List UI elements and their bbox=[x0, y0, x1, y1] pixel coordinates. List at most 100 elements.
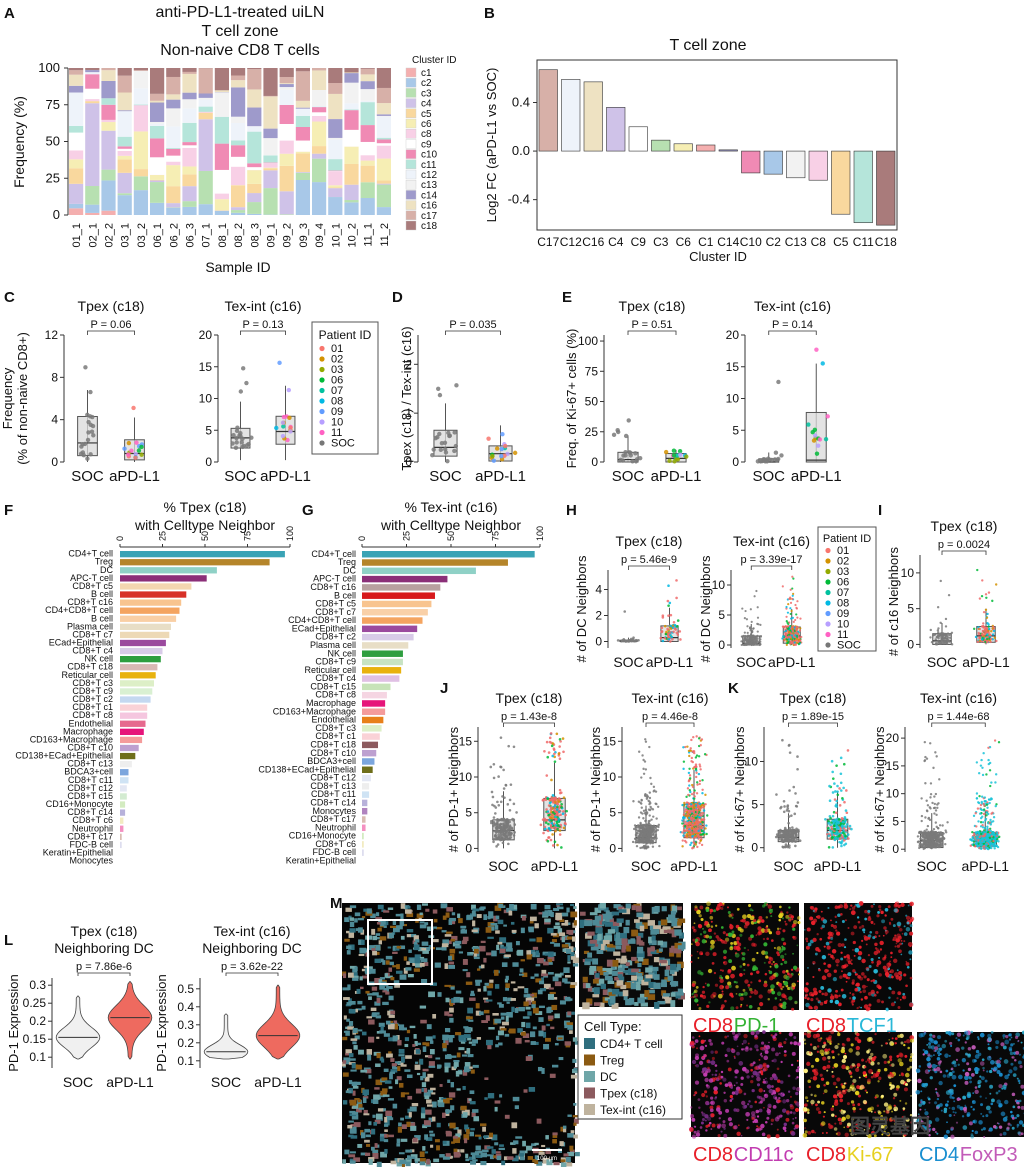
data-point bbox=[647, 822, 650, 825]
y-tick-label: 0 bbox=[718, 638, 725, 652]
bar-segment-c17 bbox=[198, 68, 213, 94]
x-tick-label: C17 bbox=[537, 235, 559, 249]
data-point bbox=[976, 640, 980, 644]
data-point bbox=[691, 847, 694, 850]
x-tick-label-SOC: SOC bbox=[927, 654, 957, 670]
data-point bbox=[795, 829, 799, 832]
data-point bbox=[833, 782, 836, 785]
data-point bbox=[933, 802, 937, 806]
data-point bbox=[934, 638, 937, 641]
legend-dot-02 bbox=[825, 558, 831, 564]
bar-segment-c16 bbox=[247, 89, 262, 108]
bar-segment-c17 bbox=[117, 75, 132, 93]
legend-label-SOC: SOC bbox=[331, 438, 355, 450]
data-point bbox=[743, 617, 746, 620]
bar-CD8+T c13 bbox=[362, 783, 370, 790]
bar-segment-c17 bbox=[150, 93, 165, 101]
data-point bbox=[939, 579, 942, 583]
data-point bbox=[981, 826, 985, 829]
bar-segment-c10 bbox=[85, 74, 100, 89]
bar-B cell bbox=[120, 591, 187, 598]
data-point bbox=[792, 630, 795, 633]
data-point bbox=[757, 623, 760, 626]
data-point bbox=[544, 827, 547, 831]
category-label: CD8+T c18 bbox=[310, 739, 356, 749]
category-label: DC bbox=[100, 565, 113, 575]
bar-segment-c13 bbox=[214, 92, 229, 117]
legend-dot-08 bbox=[825, 600, 831, 606]
data-point bbox=[700, 814, 704, 817]
data-point bbox=[980, 847, 983, 850]
data-point bbox=[690, 760, 693, 763]
data-point bbox=[635, 831, 638, 835]
bar-segment-c11 bbox=[166, 147, 181, 149]
data-point bbox=[663, 449, 669, 455]
category-label: CD8+T c17 bbox=[67, 831, 113, 841]
legend-label-c10: c10 bbox=[421, 150, 438, 161]
data-point bbox=[499, 446, 504, 452]
data-point bbox=[623, 433, 629, 439]
panel-title: with Celltype Neighbor bbox=[380, 517, 521, 533]
data-point bbox=[827, 846, 831, 849]
data-point bbox=[495, 845, 498, 848]
p-value: P = 0.14 bbox=[772, 319, 813, 331]
data-point bbox=[795, 613, 798, 616]
bar-segment-c4 bbox=[312, 153, 327, 159]
data-point bbox=[843, 817, 847, 820]
data-point bbox=[752, 627, 755, 630]
data-point bbox=[929, 742, 932, 745]
data-point bbox=[796, 631, 799, 635]
data-point bbox=[684, 454, 689, 459]
data-point bbox=[547, 822, 550, 826]
data-point bbox=[701, 832, 705, 836]
data-point bbox=[800, 635, 803, 639]
bar-segment-c16 bbox=[117, 92, 132, 111]
data-point bbox=[941, 824, 944, 827]
data-point bbox=[978, 801, 981, 805]
data-point bbox=[699, 768, 702, 771]
legend-dot-07 bbox=[319, 387, 325, 394]
category-label: CD8+T c4 bbox=[72, 646, 113, 656]
bar-CD8+T c8 bbox=[120, 712, 148, 719]
legend-label-11: 11 bbox=[331, 427, 342, 439]
x-tick-label-SOC: SOC bbox=[773, 858, 803, 874]
data-point bbox=[627, 450, 632, 455]
data-point bbox=[981, 823, 984, 827]
data-point bbox=[671, 448, 677, 453]
legend-dot-10 bbox=[319, 419, 325, 425]
y-tick-label: 4 bbox=[595, 583, 602, 597]
data-point bbox=[740, 640, 743, 643]
bar-segment-c6 bbox=[344, 146, 359, 164]
bar-CD8+T c6 bbox=[120, 817, 124, 824]
y-tick-label: 25 bbox=[46, 170, 60, 185]
y-axis-label: # of DC Neighbors bbox=[698, 555, 713, 662]
data-point bbox=[691, 834, 694, 838]
data-point bbox=[685, 801, 689, 804]
bar-segment-c14 bbox=[101, 80, 116, 99]
data-point bbox=[513, 831, 516, 834]
data-point bbox=[781, 835, 784, 838]
category-label: B cell bbox=[334, 590, 356, 600]
x-tick-label-SOC: SOC bbox=[429, 468, 462, 485]
bar-segment-c13 bbox=[182, 99, 197, 109]
data-point bbox=[565, 809, 568, 813]
bar-segment-c14 bbox=[166, 99, 181, 109]
legend-swatch-c18 bbox=[405, 220, 417, 231]
bar-segment-c5 bbox=[231, 185, 246, 208]
data-point bbox=[831, 846, 835, 849]
data-point bbox=[698, 779, 702, 783]
bar-segment-c3 bbox=[198, 170, 213, 205]
data-point bbox=[502, 825, 506, 828]
y-axis-label: Tpex (c18) / Tex-int (c16) bbox=[399, 326, 414, 470]
p-value: P = 0.06 bbox=[90, 319, 131, 331]
bar-CD8+T c13 bbox=[120, 761, 132, 768]
legend-label-c4: c4 bbox=[421, 99, 432, 110]
data-point bbox=[687, 793, 690, 797]
data-point bbox=[553, 804, 557, 807]
data-point bbox=[489, 765, 493, 769]
y-axis-label: # of c16 Neighbors bbox=[886, 546, 901, 656]
data-point bbox=[830, 827, 834, 831]
data-point bbox=[663, 636, 667, 640]
data-point bbox=[936, 835, 940, 839]
data-point bbox=[689, 811, 692, 814]
